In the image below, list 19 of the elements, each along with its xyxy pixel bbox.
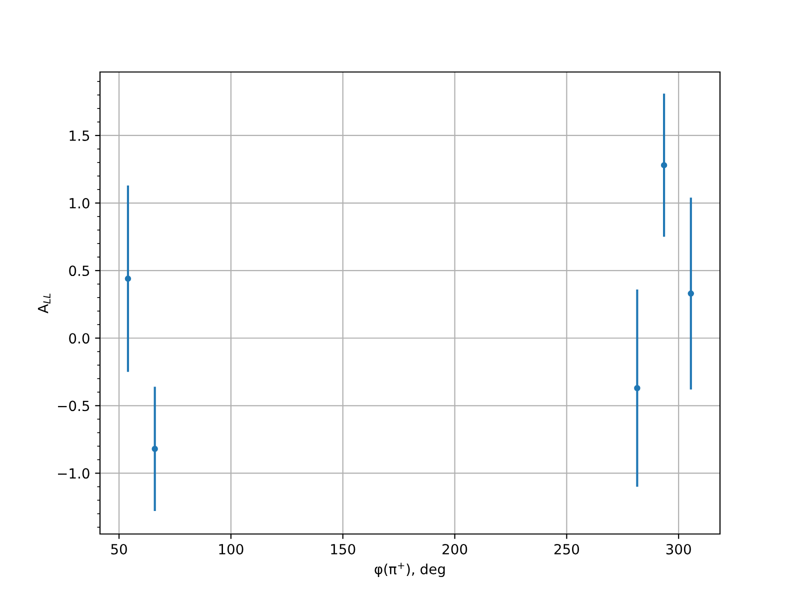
x-tick-label: 300 xyxy=(666,544,691,554)
y-tick-label: 0.5 xyxy=(69,266,90,276)
y-axis-title: A$_{LL}$ xyxy=(38,294,50,314)
point xyxy=(688,290,694,297)
y-tick-label: −0.5 xyxy=(58,400,90,412)
point xyxy=(152,446,158,452)
x-tick-label: 100 xyxy=(219,544,244,554)
y-tick-label: 1.5 xyxy=(70,130,90,141)
y-tick-label: 1.0 xyxy=(70,198,90,209)
point xyxy=(634,384,640,392)
x-tick-label: 250 xyxy=(554,544,580,554)
y-tick-label: 0.0 xyxy=(69,333,90,344)
point xyxy=(124,276,132,282)
x-tick-label: 150 xyxy=(331,544,356,554)
y-tick-label: −1.0 xyxy=(58,468,90,479)
x-tick-label: 50 xyxy=(111,544,127,554)
point xyxy=(660,162,668,168)
x-axis-title: φ(π$^{+}$), deg xyxy=(374,562,445,578)
x-tick-label: 200 xyxy=(442,544,468,554)
